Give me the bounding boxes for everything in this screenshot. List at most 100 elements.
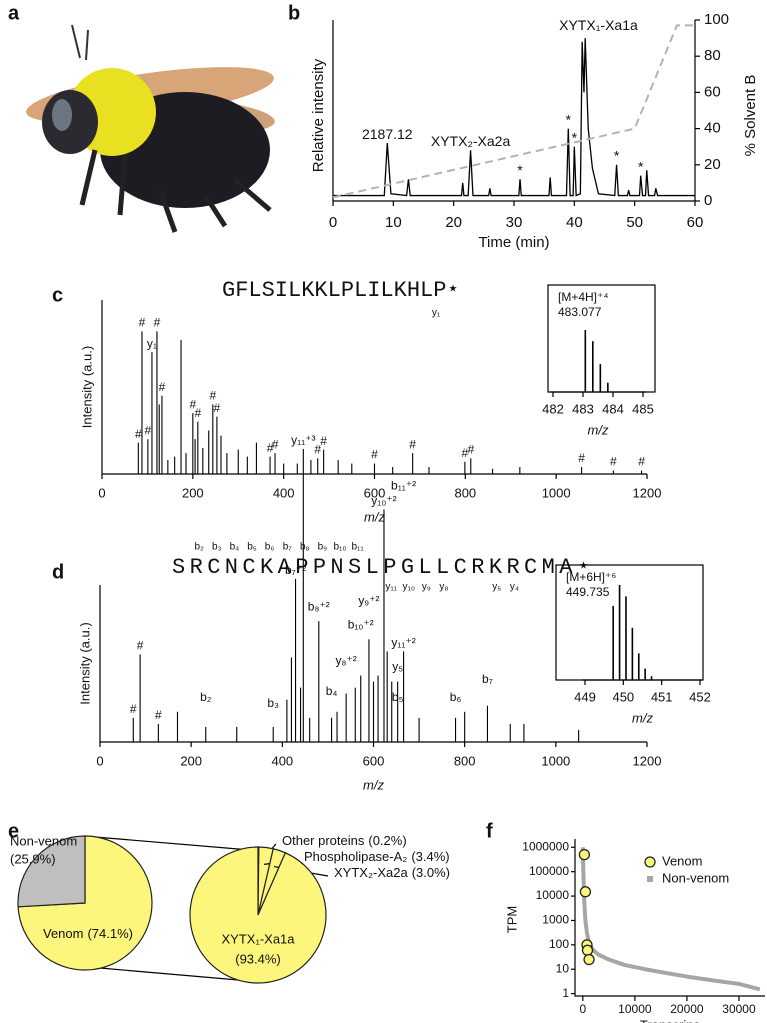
slice-value: (74.1%) — [87, 926, 133, 941]
annotation: b₃ — [267, 696, 279, 710]
panel-label: a — [8, 2, 20, 24]
y-tick-label: 100 — [549, 937, 569, 951]
annotation: y₁₁⁺³ — [291, 433, 315, 447]
legs — [79, 149, 272, 233]
fragment-label: b₅ — [247, 542, 257, 553]
sequence: GFLSILKKLPLILKHLP⋆ — [222, 278, 460, 303]
x-axis-title: m/z — [632, 710, 653, 725]
annotation: * — [517, 162, 523, 178]
fragment-label: b₃ — [212, 542, 222, 553]
fragment-label: b₇ — [283, 542, 293, 553]
annotation: b₆ — [450, 690, 462, 704]
panel-label: c — [52, 284, 63, 306]
fragment-label: y₁ — [432, 308, 441, 319]
annotation: y₁₀⁺² — [371, 494, 396, 508]
fragment-label: y₁₁ — [385, 582, 397, 593]
annotation: # — [155, 708, 162, 722]
annotation: # — [610, 455, 617, 469]
annotation: b₄ — [326, 684, 338, 698]
slice-category: Other proteins — [282, 833, 365, 848]
panel-label: e — [8, 820, 19, 842]
fragment-label: b₂ — [194, 542, 204, 553]
fragment-label: b₁₀ — [333, 542, 346, 553]
fragment-label: y₄ — [510, 582, 519, 593]
annotation: # — [194, 406, 201, 420]
connector-line — [94, 836, 251, 851]
x-tick-label: 1000 — [542, 485, 571, 500]
eye — [52, 99, 72, 131]
annotation: # — [209, 389, 216, 403]
annotation: # — [267, 441, 274, 455]
pie-slice — [17, 835, 86, 908]
x-tick-label: 1000 — [541, 753, 570, 768]
series-line — [580, 847, 761, 992]
inset-subtitle: 483.077 — [558, 305, 602, 319]
connector-line — [99, 967, 251, 982]
annotation: y₈⁺² — [335, 654, 356, 668]
annotation: # — [320, 434, 327, 448]
bee-photo — [26, 24, 275, 233]
x-tick-label: 800 — [454, 485, 476, 500]
panel-label: f — [486, 820, 493, 842]
point — [578, 848, 591, 861]
point — [583, 953, 595, 966]
annotation: # — [409, 437, 416, 451]
axis-title: TPM — [504, 906, 519, 933]
x-tick-label: 0 — [96, 753, 103, 768]
slice-value: (0.2%) — [368, 833, 406, 848]
inset-title: [M+6H]⁺⁶ — [566, 570, 616, 584]
annotation: y₁₁⁺² — [391, 636, 415, 650]
x-tick-label: 451 — [651, 689, 673, 704]
slice-label: Non-venom — [10, 833, 77, 848]
legend-label: Non-venom — [662, 870, 729, 885]
annotation: # — [135, 427, 142, 441]
annotation: b₁₀⁺² — [348, 617, 374, 631]
antenna — [71, 24, 89, 61]
legend-marker — [647, 876, 653, 882]
annotation: b₁₁⁺² — [391, 479, 416, 493]
legend-marker — [644, 856, 656, 868]
x-axis-title: m/z — [364, 509, 385, 524]
x-tick-label: 30 — [506, 214, 523, 231]
fragment-label: b₉ — [318, 542, 328, 553]
annotation: # — [137, 639, 144, 653]
x-tick-label: 484 — [602, 401, 624, 416]
x-tick-label: 200 — [182, 485, 204, 500]
annotation: # — [462, 446, 469, 460]
fragment-label: y₉ — [422, 582, 431, 593]
x-tick-label: 800 — [454, 753, 476, 768]
x-axis-title: Transcrips — [640, 1017, 701, 1023]
y-tick-label: 10000 — [536, 888, 570, 902]
axis-title: Intensity (a.u.) — [77, 622, 92, 704]
y-tick-label: 1 — [562, 986, 569, 1000]
slice-category: Phospholipase-A₂ — [304, 849, 407, 864]
annotation: * — [638, 158, 644, 174]
slice-label: XYTX₁-Xa1a — [221, 931, 295, 946]
annotation: # — [578, 451, 585, 465]
point — [581, 944, 594, 956]
x-tick-label: 30000 — [722, 1002, 756, 1016]
pie-slice — [189, 846, 327, 984]
y2-tick-label: 60 — [704, 83, 721, 100]
x-tick-label: 50 — [626, 214, 643, 231]
x-tick-label: 1200 — [633, 753, 662, 768]
annotation: y₁ — [147, 336, 157, 350]
x-axis-title: Time (min) — [478, 234, 549, 251]
x-tick-label: 0 — [329, 214, 337, 231]
x-tick-label: 200 — [180, 753, 202, 768]
y2-tick-label: 0 — [704, 192, 712, 209]
annotation: XYTX₁-Xa1a — [559, 17, 638, 33]
slice-label: Venom (74.1%) — [43, 926, 133, 941]
y2-tick-label: 20 — [704, 156, 721, 173]
annotation: # — [159, 380, 166, 394]
x-tick-label: 482 — [542, 401, 564, 416]
annotation: y₅ — [392, 660, 403, 674]
inset-subtitle: 449.735 — [566, 585, 610, 599]
annotation: # — [214, 401, 221, 415]
fragment-label: y₈ — [439, 582, 448, 593]
annotation: # — [130, 702, 137, 716]
slice-category: XYTX₂-Xa2a — [334, 865, 408, 880]
inset-title: [M+4H]⁺⁴ — [558, 290, 609, 304]
